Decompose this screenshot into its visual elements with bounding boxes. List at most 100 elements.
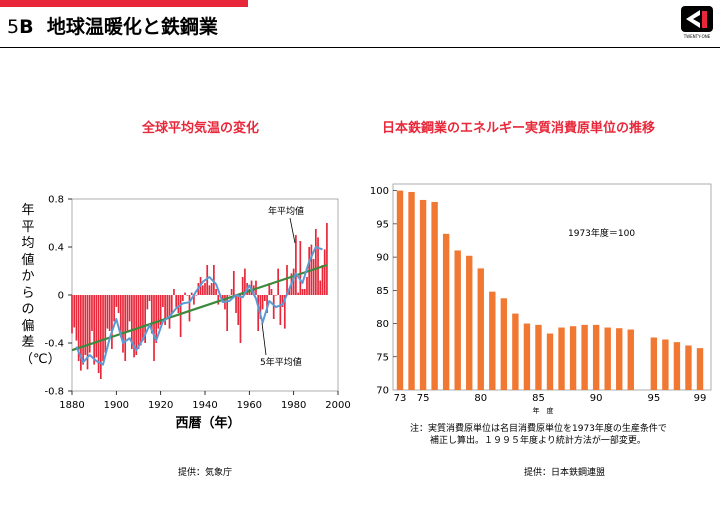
temperature-annual-bar [119,295,122,337]
temperature-annual-bar [106,295,109,329]
temperature-annual-bar [139,295,142,346]
header-accent-bar [0,0,248,7]
energy-xtick-label: 80 [474,393,487,404]
temperature-ytick-label: 0 [58,291,64,302]
temperature-xlabel: 西暦（年） [175,415,240,431]
temperature-trend [71,263,328,352]
right-chart-title: 日本鉄鋼業のエネルギー実質消費原単位の推移 [382,121,656,136]
energy-chart: 70 75 80 85 90 95 100 73 75 80 85 90 95 99 1973年度＝10… [370,183,712,415]
temperature-annual-bar [228,295,231,296]
fiveyear-annotation: 5年平均値 [260,356,302,368]
brand-logo-text: TWENTY-ONE [683,34,711,39]
temperature-annual-bar [148,295,151,301]
energy-bar [512,313,519,390]
temperature-annual-bar [126,295,129,331]
temperature-annual-bar [264,295,266,301]
temperature-annual-bar [297,292,299,295]
temperature-annual-bar [164,295,166,325]
energy-note: 注：実質消費原単位は名目消費原単位を1973年度の生産条件で 補正し算出。１９９… [410,423,667,447]
temperature-annual-bar [137,295,140,349]
energy-bar [396,190,404,390]
temperature-annual-bar [181,295,184,301]
temperature-annual-bar [84,295,87,355]
page-number: 5 [7,16,20,38]
page-letter: B [19,16,34,38]
energy-xtick-label: 75 [417,393,430,404]
temperature-annual-bar [292,268,295,295]
temperature-annual-bar [173,289,175,295]
energy-ytick-label: 100 [370,186,389,197]
temperature-annual-bar [312,259,315,295]
temperature-annual-bar [221,295,224,301]
energy-bar [685,345,692,390]
energy-bar [408,191,415,390]
temperature-annual-bar [166,295,169,319]
energy-bar [454,250,461,390]
temperature-annual-bar [142,295,144,341]
annual-annotation: 年平均値 [268,205,304,217]
energy-bar [592,324,600,390]
temperature-annual-bar [323,249,326,295]
temperature-annual-bar [210,283,213,295]
temperature-annual-bar [122,295,124,353]
energy-ytick-label: 95 [376,219,389,230]
temperature-annual-bar [201,285,204,295]
temperature-xtick-label: 1900 [104,400,129,411]
temperature-annual-bar [299,241,302,295]
energy-ytick-label: 70 [376,386,389,397]
temperature-annual-bar [230,289,233,295]
temperature-annual-bar [150,295,153,334]
temperature-5yr-line [75,246,323,366]
temperature-annual-bar [77,295,80,361]
page-title: 5B 地球温暖化と鉄鋼業 [7,12,218,39]
energy-bar [604,327,611,390]
energy-bar [650,337,658,390]
temperature-annual-bar [241,277,244,295]
temperature-annual-bar [266,295,268,313]
annual-annotation-pointer [289,217,296,244]
temperature-annual-bar [286,265,288,295]
temperature-annual-bar [186,295,189,296]
temperature-annual-bar [99,295,102,379]
temperature-annual-bar [131,295,133,349]
temperature-annual-bar [175,295,178,307]
energy-xtick-label: 73 [394,393,407,404]
temperature-annual-bar [104,295,107,353]
energy-ytick-label: 90 [376,253,389,264]
energy-bar [673,342,681,390]
energy-bar [523,323,531,390]
temperature-xtick-label: 2000 [325,400,350,411]
temperature-ytick-label: 0.4 [48,243,64,254]
temperature-annual-bar [128,295,131,322]
temperature-annual-bar [82,295,84,365]
temperature-annual-bars [71,223,328,379]
temperature-annual-bar [155,295,158,343]
temperature-annual-bar [303,289,306,295]
temperature-annual-bar [146,295,149,310]
temperature-annual-bar [95,295,98,358]
temperature-annual-bar [204,283,206,295]
temperature-annual-bar [117,295,120,313]
temperature-annual-bar [80,295,82,371]
temperature-annual-bar [261,295,264,310]
temperature-annual-bar [159,295,162,325]
temperature-annual-bar [283,295,286,329]
temperature-annual-bar [102,295,104,361]
energy-xtick-label: 85 [532,393,545,404]
temperature-annual-bar [190,292,193,295]
temperature-annual-bar [179,295,182,337]
temperature-annual-bar [153,295,155,361]
temperature-annual-bar [319,280,322,295]
energy-bar [500,298,508,390]
temperature-annual-bar [168,295,171,329]
temperature-annual-bar [188,295,191,322]
energy-bar [442,233,450,390]
temperature-annual-bar [108,295,111,331]
energy-xtick-label: 95 [647,393,660,404]
temperature-trend-line [71,263,328,352]
temperature-annual-bar [177,295,180,313]
left-chart-title: 全球平均気温の変化 [142,121,260,136]
temperature-annual-bar [88,295,91,353]
temperature-annual-bar [135,295,138,355]
temperature-annual-bar [91,295,93,331]
